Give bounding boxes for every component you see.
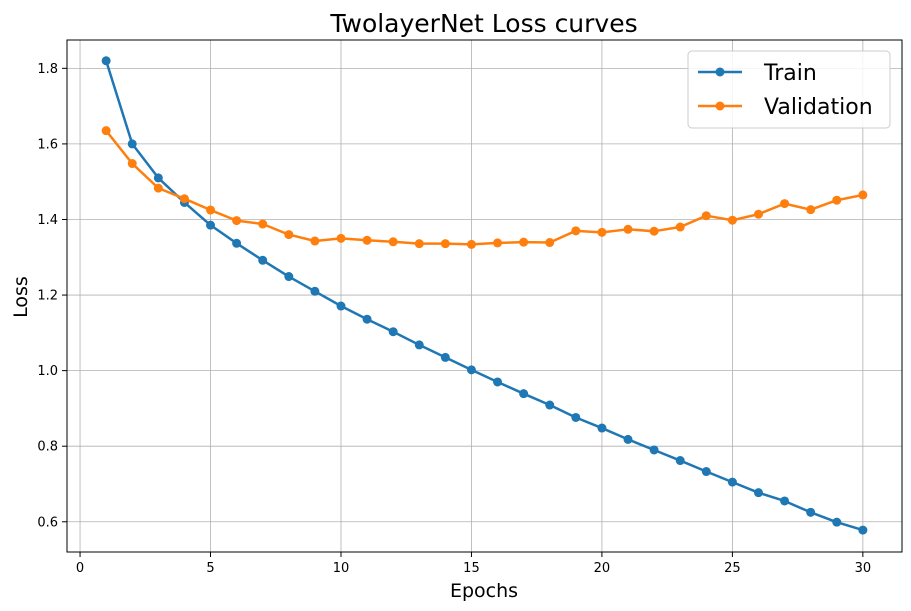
data-point-train — [519, 389, 529, 399]
y-axis-label: Loss — [10, 276, 32, 318]
data-point-train — [701, 467, 711, 477]
legend-item-validation: Validation — [698, 95, 873, 120]
legend-item-train: Train — [698, 61, 817, 86]
y-tick-label: 0.8 — [37, 440, 58, 455]
data-point-train — [310, 286, 320, 296]
data-point-validation — [362, 235, 372, 245]
y-tick-label: 1.8 — [37, 62, 58, 77]
legend: Train Validation — [687, 50, 891, 129]
data-point-train — [623, 434, 633, 444]
legend-swatch-marker — [715, 101, 725, 111]
legend-label: Train — [763, 61, 817, 86]
data-point-validation — [623, 224, 633, 234]
data-point-validation — [571, 226, 581, 236]
data-point-validation — [832, 195, 842, 205]
data-point-validation — [127, 159, 137, 169]
data-point-train — [127, 139, 137, 149]
x-tick-label: 0 — [76, 561, 84, 576]
series-train — [101, 56, 868, 535]
data-point-validation — [232, 216, 242, 226]
data-point-train — [727, 477, 737, 487]
y-tick-label: 0.6 — [37, 515, 58, 530]
data-point-train — [545, 400, 555, 410]
y-tick-label: 1.2 — [37, 289, 58, 304]
data-point-train — [466, 365, 476, 375]
data-point-train — [101, 56, 111, 66]
data-point-train — [362, 314, 372, 324]
data-point-train — [388, 327, 398, 337]
chart-title: TwolayerNet Loss curves — [329, 9, 637, 38]
data-point-validation — [753, 209, 763, 219]
data-point-train — [675, 456, 685, 466]
x-tick-label: 5 — [206, 561, 214, 576]
data-point-train — [806, 507, 816, 517]
data-point-validation — [101, 126, 111, 136]
data-point-train — [336, 301, 346, 311]
legend-box — [687, 50, 891, 129]
data-point-train — [832, 517, 842, 527]
data-point-validation — [206, 205, 216, 215]
data-point-validation — [780, 199, 790, 209]
data-point-train — [440, 352, 450, 362]
legend-swatch-marker — [715, 67, 725, 77]
data-point-train — [858, 525, 868, 535]
grid-lines — [67, 40, 902, 552]
axis-ticks: 0 5 10 15 20 25 30 0.6 0.8 1.0 1.2 1.4 1.6 1.8 — [37, 62, 871, 576]
data-point-train — [153, 173, 163, 183]
data-point-train — [597, 423, 607, 433]
data-point-train — [780, 496, 790, 506]
data-point-validation — [284, 230, 294, 240]
data-point-validation — [649, 226, 659, 236]
data-point-train — [414, 340, 424, 350]
data-point-train — [258, 255, 268, 265]
x-axis-label: Epochs — [450, 580, 518, 602]
data-point-train — [571, 412, 581, 422]
data-point-validation — [493, 238, 503, 248]
data-point-validation — [310, 236, 320, 246]
data-point-validation — [388, 237, 398, 247]
data-point-validation — [597, 227, 607, 237]
data-point-validation — [727, 215, 737, 225]
series-layer — [101, 56, 868, 535]
data-point-train — [649, 445, 659, 455]
x-tick-label: 20 — [594, 561, 611, 576]
data-point-validation — [806, 205, 816, 215]
data-point-validation — [336, 233, 346, 243]
x-tick-label: 30 — [855, 561, 872, 576]
data-point-validation — [466, 239, 476, 249]
data-point-validation — [675, 222, 685, 232]
data-point-train — [493, 377, 503, 387]
data-point-validation — [258, 219, 268, 229]
data-point-validation — [414, 239, 424, 249]
data-point-validation — [545, 238, 555, 248]
data-point-validation — [153, 183, 163, 193]
y-tick-label: 1.4 — [37, 213, 58, 228]
series-line-train — [104, 60, 864, 532]
x-tick-label: 25 — [724, 561, 741, 576]
data-point-validation — [440, 239, 450, 249]
plot-frame — [66, 39, 903, 553]
data-point-train — [232, 238, 242, 248]
x-tick-label: 15 — [463, 561, 480, 576]
series-validation — [101, 126, 868, 249]
legend-label: Validation — [764, 95, 873, 120]
data-point-validation — [858, 190, 868, 200]
data-point-train — [284, 272, 294, 282]
data-point-validation — [519, 237, 529, 247]
x-tick-label: 10 — [333, 561, 350, 576]
y-tick-label: 1.0 — [37, 364, 58, 379]
data-point-train — [206, 220, 216, 230]
data-point-validation — [701, 211, 711, 221]
data-point-train — [753, 488, 763, 498]
data-point-validation — [179, 194, 189, 204]
y-tick-label: 1.6 — [37, 137, 58, 152]
